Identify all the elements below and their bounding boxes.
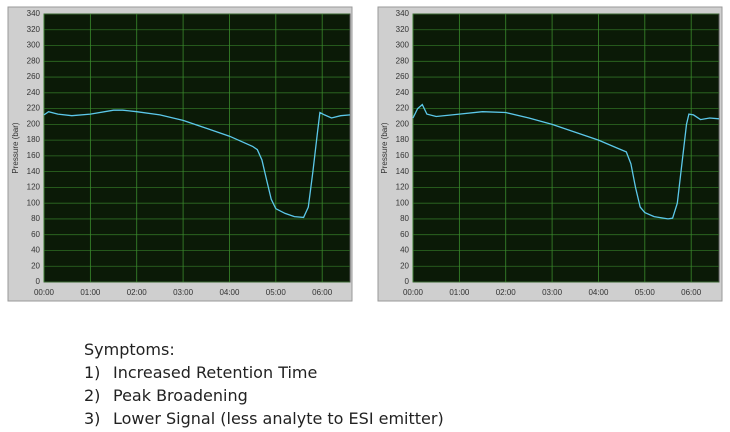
x-tick-label: 06:00 [312,288,333,297]
y-tick-label: 100 [27,198,41,207]
y-tick-label: 220 [27,104,41,113]
note-item: 2) Peak Broadening [84,384,444,407]
y-tick-label: 300 [27,41,41,50]
notes: Symptoms: 1) Increased Retention Time 2) P… [84,338,444,430]
y-tick-label: 340 [396,9,410,18]
x-tick-label: 04:00 [219,288,240,297]
x-tick-label: 02:00 [496,288,517,297]
x-tick-label: 06:00 [681,288,702,297]
y-tick-label: 180 [396,135,410,144]
y-axis-label: Pressure (bar) [380,122,389,173]
plot-area [43,13,351,283]
y-tick-label: 20 [31,261,40,270]
y-tick-label: 180 [27,135,41,144]
y-tick-label: 80 [400,214,409,223]
item-number: 1) [84,363,101,382]
x-tick-label: 01:00 [449,288,470,297]
y-tick-label: 300 [396,41,410,50]
y-tick-label: 260 [27,72,41,81]
y-tick-label: 40 [31,246,40,255]
y-tick-label: 120 [27,183,41,192]
x-tick-label: 00:00 [34,288,55,297]
y-tick-label: 240 [396,88,410,97]
y-tick-label: 100 [396,198,410,207]
x-tick-label: 00:00 [403,288,424,297]
y-tick-label: 140 [27,167,41,176]
y-tick-label: 280 [396,56,410,65]
y-tick-label: 200 [27,119,41,128]
y-tick-label: 340 [27,9,41,18]
item-text: Increased Retention Time [113,363,318,382]
plot-area [412,13,720,283]
y-tick-label: 280 [27,56,41,65]
y-tick-label: 240 [27,88,41,97]
y-tick-label: 60 [400,230,409,239]
y-tick-label: 220 [396,104,410,113]
y-tick-label: 0 [36,277,41,286]
note-item: 3) Lower Signal (less analyte to ESI emit… [84,407,444,430]
line [43,109,351,219]
y-tick-label: 160 [396,151,410,160]
y-tick-label: 320 [396,25,410,34]
charts: Pressure (bar) 0 20 40 60 80 100 120 140 160 180 20… [7,6,723,302]
y-tick-label: 40 [400,246,409,255]
item-number: 2) [84,386,101,405]
y-tick-label: 80 [31,214,40,223]
y-tick-label: 320 [27,25,41,34]
y-tick-label: 160 [27,151,41,160]
item-text: Lower Signal (less analyte to ESI emitte… [113,409,444,428]
y-tick-label: 140 [396,167,410,176]
x-tick-label: 02:00 [127,288,148,297]
y-axis-label: Pressure (bar) [11,122,20,173]
note-item: 1) Increased Retention Time [84,361,444,384]
item-text: Peak Broadening [113,386,248,405]
x-tick-label: 01:00 [80,288,101,297]
item-number: 3) [84,409,101,428]
line [412,103,720,220]
x-tick-label: 03:00 [173,288,194,297]
x-tick-label: 04:00 [588,288,609,297]
y-tick-label: 0 [405,277,410,286]
x-tick-label: 03:00 [542,288,563,297]
y-tick-label: 120 [396,183,410,192]
y-tick-label: 200 [396,119,410,128]
y-tick-label: 260 [396,72,410,81]
y-tick-label: 20 [400,261,409,270]
x-tick-label: 05:00 [635,288,656,297]
notes-heading: Symptoms: [84,340,175,359]
y-tick-label: 60 [31,230,40,239]
x-tick-label: 05:00 [266,288,287,297]
